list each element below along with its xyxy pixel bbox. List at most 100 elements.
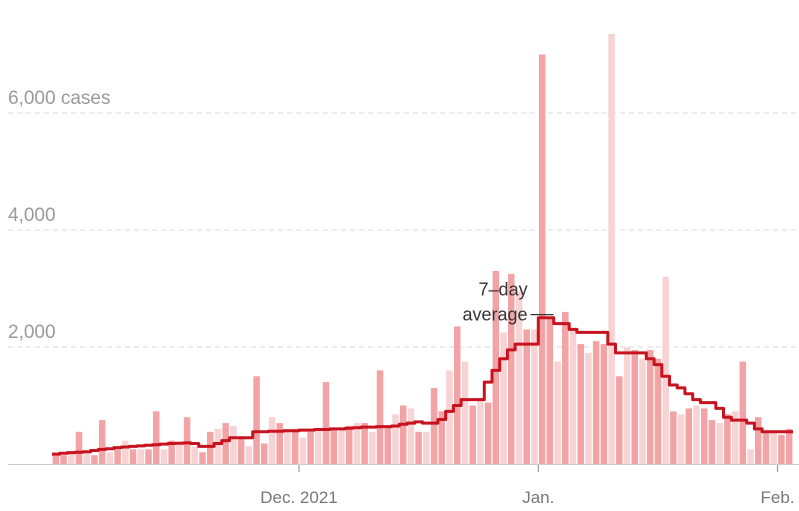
y-tick-label: 4,000 (8, 205, 56, 226)
daily-case-bar (369, 431, 376, 464)
daily-case-bar (700, 408, 708, 464)
daily-case-bar (98, 420, 106, 464)
daily-case-bar (484, 402, 492, 464)
daily-case-bar (469, 405, 476, 464)
daily-case-bar (423, 431, 430, 464)
daily-case-bar (762, 431, 770, 464)
y-tick-label: 6,000 cases (8, 88, 110, 109)
daily-case-bar (137, 449, 145, 464)
daily-case-bar (291, 428, 299, 464)
daily-case-bar (191, 446, 199, 464)
daily-case-bar (677, 414, 685, 464)
daily-case-bar (538, 54, 546, 464)
daily-case-bar (183, 417, 191, 464)
x-tick-label: Jan. (522, 488, 554, 507)
daily-case-bar (206, 431, 214, 464)
daily-case-bar (353, 423, 361, 464)
daily-case-bar (338, 428, 345, 464)
x-tick-label: Feb. (761, 488, 795, 507)
daily-case-bar (670, 411, 677, 464)
daily-case-bar (546, 317, 554, 464)
daily-case-bar (724, 414, 731, 464)
daily-case-bar (778, 434, 785, 464)
daily-case-bar (755, 417, 762, 464)
daily-case-bar (83, 452, 90, 464)
daily-case-bar (708, 420, 716, 464)
y-axis-tick-labels: 2,000 4,000 6,000 cases (8, 88, 110, 343)
daily-case-bar (376, 370, 384, 464)
seven-day-average-annotation: 7–day average (463, 280, 554, 325)
daily-case-bar (716, 423, 723, 464)
daily-case-bar (646, 349, 654, 464)
annotation-line-1: 7–day (479, 280, 528, 300)
daily-case-bar (523, 329, 530, 464)
daily-case-bar (554, 361, 561, 464)
daily-case-bar (500, 332, 507, 464)
daily-case-bar (415, 431, 422, 464)
daily-case-bar (731, 411, 739, 464)
daily-case-bar (315, 428, 322, 464)
y-tick-label: 2,000 (8, 322, 56, 343)
daily-case-bar (68, 452, 75, 464)
seven-day-average-line (52, 316, 793, 456)
daily-case-bar (477, 399, 484, 464)
daily-case-bar (600, 344, 608, 464)
x-tick-label: Dec. 2021 (260, 488, 338, 507)
daily-case-bar (438, 411, 446, 464)
daily-case-bar (785, 428, 793, 464)
daily-case-bar (60, 455, 67, 464)
daily-case-bar (129, 449, 137, 464)
daily-case-bar (384, 425, 392, 464)
daily-case-bar (106, 452, 114, 464)
daily-case-bar (237, 437, 245, 464)
daily-case-bar (261, 443, 268, 464)
daily-case-bar (199, 452, 206, 464)
daily-case-bar (430, 387, 438, 464)
daily-case-bar (152, 411, 160, 464)
daily-case-bar (253, 376, 260, 464)
x-axis-ticks: Dec. 2021 Jan. Feb. (260, 465, 795, 507)
daily-case-bar (122, 440, 129, 464)
daily-case-bar (631, 349, 639, 464)
daily-case-bar (685, 408, 693, 464)
daily-case-bar (284, 428, 291, 464)
daily-case-bar (585, 352, 592, 464)
daily-case-bar (608, 34, 615, 465)
daily-case-bar (168, 440, 175, 464)
daily-case-bar (330, 428, 337, 464)
daily-case-bar (322, 382, 330, 464)
daily-case-bar (114, 449, 121, 464)
daily-case-bar (562, 311, 569, 464)
daily-case-bar (222, 423, 229, 464)
daily-case-bar (392, 414, 399, 464)
daily-case-bar (508, 273, 515, 464)
daily-case-bar (214, 428, 222, 464)
daily-case-bar (531, 329, 538, 464)
daily-case-bar (268, 417, 276, 464)
daily-case-bar (515, 291, 523, 464)
gridlines (8, 112, 799, 348)
daily-case-bar (569, 329, 577, 464)
daily-case-bar (230, 425, 237, 464)
daily-case-bar (770, 431, 777, 464)
daily-case-bar (654, 358, 662, 464)
daily-case-bar (492, 270, 500, 464)
daily-case-bar (616, 376, 623, 464)
daily-case-bar (693, 405, 700, 464)
daily-case-bar (245, 446, 253, 464)
daily-case-bar (145, 449, 152, 464)
daily-case-bar (399, 405, 407, 464)
daily-case-bar (75, 431, 83, 464)
daily-case-bar (407, 408, 415, 464)
daily-case-bar (307, 431, 314, 464)
daily-case-bar (592, 341, 600, 464)
daily-case-bar (623, 347, 631, 464)
annotation-line-2: average (463, 305, 528, 325)
daily-case-bar (299, 437, 307, 464)
daily-case-bar (577, 344, 584, 464)
daily-case-bar (662, 276, 669, 464)
daily-case-bar (361, 423, 368, 464)
daily-case-bar (739, 361, 747, 464)
daily-case-bar (747, 449, 754, 464)
